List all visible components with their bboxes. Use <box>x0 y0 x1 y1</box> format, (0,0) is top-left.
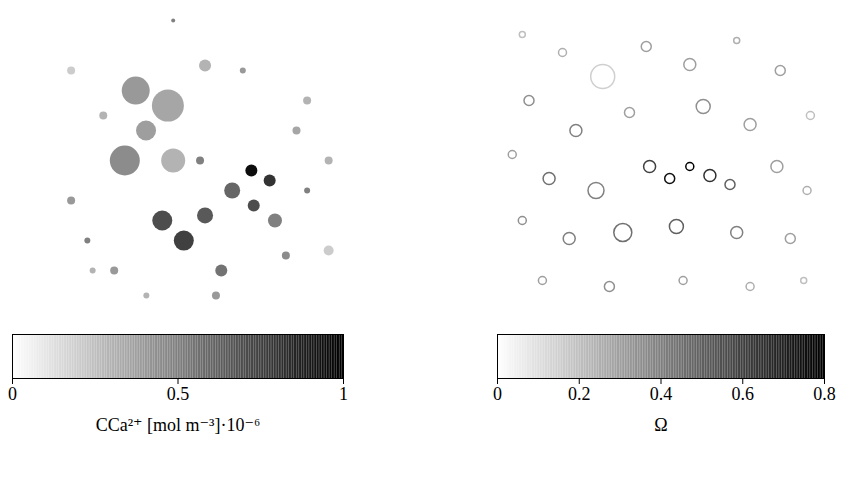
svg-text:0.5: 0.5 <box>167 384 190 404</box>
svg-text:0.6: 0.6 <box>732 384 755 404</box>
svg-text:1: 1 <box>339 384 348 404</box>
svg-text:0.8: 0.8 <box>813 384 836 404</box>
svg-text:CCa²⁺ [mol m⁻³]·10⁻⁶: CCa²⁺ [mol m⁻³]·10⁻⁶ <box>96 415 261 435</box>
svg-text:0: 0 <box>8 384 17 404</box>
svg-text:0.4: 0.4 <box>650 384 673 404</box>
svg-text:Ω: Ω <box>654 415 667 435</box>
svg-text:0: 0 <box>493 384 502 404</box>
svg-text:0.2: 0.2 <box>568 384 591 404</box>
